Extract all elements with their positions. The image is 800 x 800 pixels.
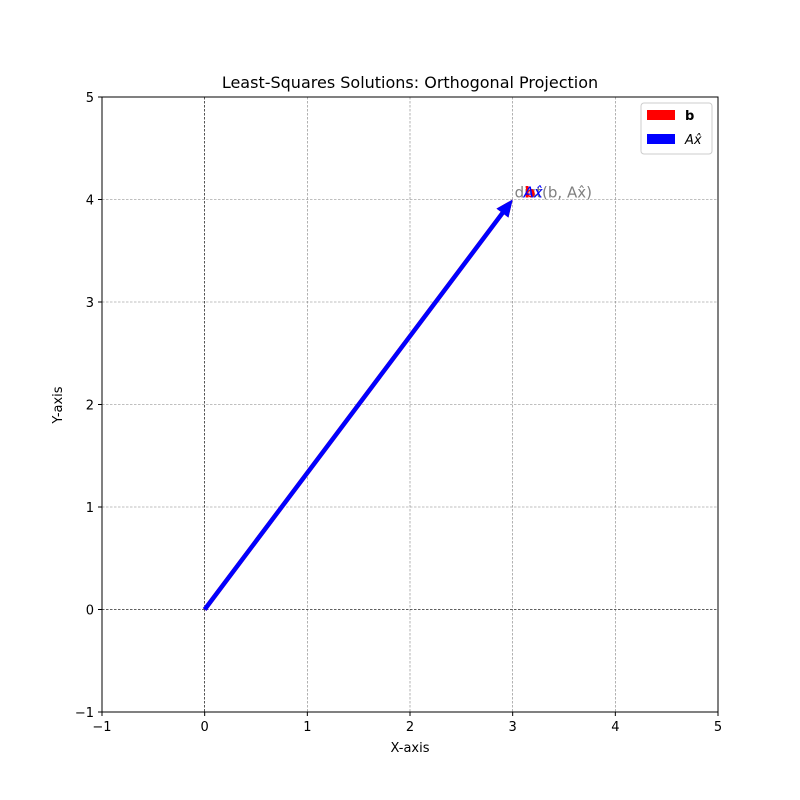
y-tick-label: 4 xyxy=(86,194,94,209)
arrow-ax-hat xyxy=(202,199,513,611)
x-tick-label: 2 xyxy=(406,720,414,735)
y-axis-label: Y-axis xyxy=(51,386,66,424)
zero-lines xyxy=(102,97,718,712)
legend: b Ax̂ xyxy=(640,102,713,155)
y-tick-label: 2 xyxy=(86,399,94,414)
grid xyxy=(102,97,718,712)
x-axis-label: X-axis xyxy=(391,741,430,756)
dist-annotation: dist(b, Ax̂) xyxy=(515,184,592,202)
x-tick-label: 0 xyxy=(201,720,209,735)
y-tick-label: 3 xyxy=(86,296,94,311)
x-tick-label: 4 xyxy=(611,720,619,735)
x-tick-label: 5 xyxy=(714,720,722,735)
legend-swatch-ax-hat xyxy=(647,134,675,144)
b-tip-label: b xyxy=(525,184,536,202)
x-tick-label: 3 xyxy=(509,720,517,735)
y-tick-label: 0 xyxy=(86,604,94,619)
chart-title: Least-Squares Solutions: Orthogonal Proj… xyxy=(222,73,598,92)
y-tick-label: −1 xyxy=(75,706,94,721)
y-tick-label: 1 xyxy=(86,501,94,516)
x-tick-label: −1 xyxy=(92,720,111,735)
arrows xyxy=(202,199,513,611)
legend-label-ax-hat: Ax̂ xyxy=(684,133,702,148)
ax-hat-tip-label: Ax̂ xyxy=(523,184,543,202)
legend-swatch-b xyxy=(647,110,675,120)
axis-ticks: −1 0 1 2 3 4 5 −1 0 1 2 3 4 5 xyxy=(75,91,722,735)
annotations: dist(b, Ax̂)bAx̂ xyxy=(515,184,592,202)
y-tick-label: 5 xyxy=(86,91,94,106)
x-tick-label: 1 xyxy=(303,720,311,735)
legend-label-b: b xyxy=(685,109,694,124)
